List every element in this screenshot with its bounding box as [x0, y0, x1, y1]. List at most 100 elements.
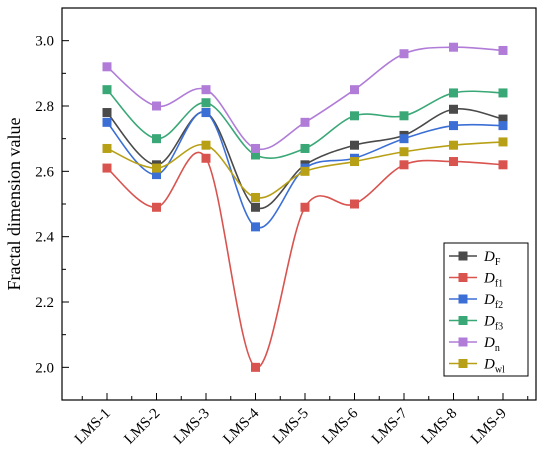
- legend-item: Dn: [449, 335, 500, 354]
- data-point: [102, 143, 112, 153]
- y-tick-label: 2.2: [35, 295, 54, 311]
- legend-label-subscript: F: [495, 257, 501, 268]
- data-point: [152, 202, 161, 212]
- legend-label: Dwl: [483, 357, 505, 376]
- x-tick-label: LMS-6: [319, 405, 361, 447]
- data-point: [300, 117, 310, 127]
- series-d-f3: [102, 85, 508, 160]
- legend-label-subscript: f3: [495, 322, 503, 333]
- legend-label: Df1: [483, 271, 503, 290]
- data-point: [251, 150, 260, 160]
- data-point: [201, 108, 211, 118]
- legend-label-subscript: n: [495, 343, 500, 354]
- data-point: [498, 45, 508, 55]
- data-point: [350, 199, 359, 209]
- x-tick-label: LMS-1: [72, 406, 114, 448]
- data-point: [350, 140, 359, 150]
- data-point: [449, 88, 458, 98]
- legend-label-main: D: [483, 271, 495, 287]
- series-line: [106, 151, 504, 369]
- data-point: [152, 163, 161, 173]
- legend-marker: [458, 273, 468, 282]
- y-tick-label: 2.0: [35, 360, 54, 376]
- data-point: [201, 85, 211, 95]
- legend-label: Df2: [483, 292, 503, 311]
- legend-marker: [458, 294, 468, 304]
- y-axis-ticks: 2.0 2.2 2.4 2.6 2.8 3.0: [35, 7, 69, 401]
- series-line: [106, 46, 504, 151]
- series-group: [102, 42, 508, 372]
- data-point: [498, 137, 508, 147]
- data-point: [251, 362, 260, 372]
- data-point: [102, 85, 112, 95]
- data-point: [449, 140, 458, 150]
- y-tick-label: 2.8: [35, 99, 54, 115]
- data-point: [201, 153, 211, 163]
- data-point: [152, 101, 161, 111]
- legend-marker: [458, 337, 468, 347]
- y-tick-label: 2.4: [35, 230, 54, 246]
- data-point: [102, 62, 112, 72]
- data-point: [449, 157, 458, 167]
- data-point: [498, 114, 508, 124]
- x-tick-label: LMS-3: [171, 406, 213, 448]
- series-d-n: [102, 42, 508, 153]
- data-point: [251, 143, 260, 153]
- data-point: [399, 134, 409, 144]
- data-point: [399, 147, 409, 157]
- legend-item: Df1: [449, 271, 503, 290]
- data-point: [300, 166, 310, 176]
- y-tick-label: 2.6: [35, 164, 54, 180]
- data-point: [251, 222, 260, 232]
- legend-item: DF: [449, 249, 501, 268]
- legend-label: Dn: [483, 335, 500, 354]
- legend-marker: [458, 316, 468, 325]
- x-tick-label: LMS-5: [270, 406, 312, 448]
- data-point: [399, 160, 409, 170]
- data-point: [498, 160, 508, 170]
- y-axis-title: Fractal dimension value: [4, 118, 24, 291]
- data-point: [102, 117, 112, 127]
- data-point: [152, 134, 161, 144]
- data-point: [201, 98, 211, 108]
- data-point: [399, 49, 409, 59]
- data-point: [350, 85, 359, 95]
- x-axis-ticks: LMS-1 LMS-2 LMS-3 LMS-4 LMS-5 LMS-6 LMS-7 LMS-8…: [72, 393, 529, 448]
- data-point: [498, 88, 508, 98]
- data-point: [201, 140, 211, 150]
- x-tick-label: LMS-9: [468, 406, 510, 448]
- x-tick-label: LMS-7: [369, 405, 411, 447]
- data-point: [449, 42, 458, 52]
- legend-item: Df3: [449, 314, 503, 333]
- legend-label-main: D: [483, 335, 495, 351]
- legend-marker: [458, 251, 468, 261]
- x-tick-label: LMS-2: [121, 406, 163, 448]
- data-point: [399, 111, 409, 121]
- legend-label: DF: [483, 249, 501, 268]
- legend-label-main: D: [483, 357, 495, 373]
- data-point: [449, 104, 458, 114]
- data-point: [251, 202, 260, 212]
- legend-label: Df3: [483, 314, 503, 333]
- data-point: [102, 163, 112, 173]
- legend-item: Df2: [449, 292, 503, 311]
- x-tick-label: LMS-8: [418, 406, 460, 448]
- data-point: [251, 192, 260, 202]
- y-tick-label: 3.0: [35, 34, 54, 50]
- legend-item: Dwl: [449, 357, 505, 376]
- data-point: [102, 108, 112, 118]
- legend-label-main: D: [483, 292, 495, 308]
- legend-marker: [458, 359, 468, 368]
- data-point: [350, 111, 359, 121]
- data-point: [350, 157, 359, 167]
- data-point: [152, 170, 161, 180]
- legend-label-subscript: wl: [495, 365, 505, 376]
- x-tick-label: LMS-4: [220, 405, 262, 447]
- series-d-wl: [102, 137, 508, 202]
- legend-label-subscript: f2: [495, 300, 503, 311]
- series-line: [106, 111, 504, 229]
- legend-label-subscript: f1: [495, 279, 503, 290]
- legend-box: [443, 242, 529, 377]
